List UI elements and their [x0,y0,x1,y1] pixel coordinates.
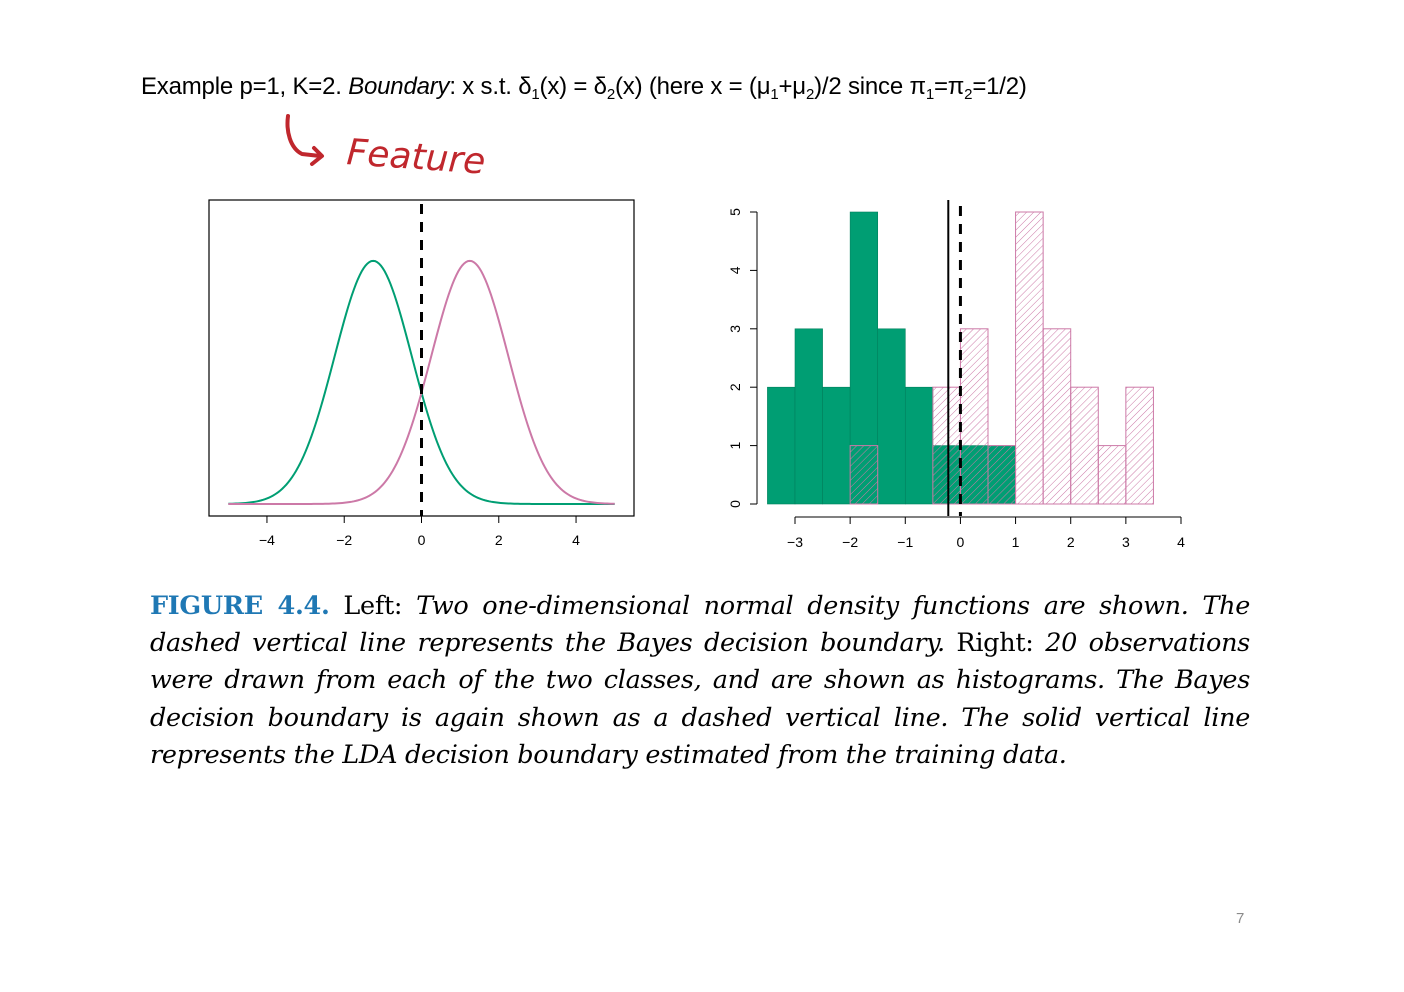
headline-part: )/2 since π [814,73,926,100]
pink-histogram-bar [849,445,879,505]
figure-label: FIGURE 4.4. [150,591,330,621]
caption-left-text: Two one-dimensional normal density funct… [150,591,1251,659]
x-tick-label: −1 [897,534,913,550]
pink-histogram-bar [1070,386,1099,505]
y-tick-label: 5 [727,208,743,216]
y-tick-label: 1 [727,441,743,449]
x-tick-label: 4 [572,532,580,548]
x-tick-label: −2 [336,532,352,548]
x-tick-label: 2 [495,532,503,548]
pink-histogram-bar [1097,445,1127,505]
handwritten-annotation: Feature [285,114,487,183]
left-density-chart: −4 −2 0 2 4 [208,199,635,548]
y-tick-label: 4 [727,266,743,274]
headline-part: : x s.t. δ [449,73,532,100]
caption-left-word: Left: [343,591,403,621]
pink-histogram-bar [1015,211,1044,505]
headline-part: =π [933,73,965,100]
green-histogram-bar [767,386,796,505]
right-histogram-chart: −3 −2 −1 0 1 2 3 4 0 1 2 3 4 5 [727,200,1185,550]
headline-part: +μ [778,73,806,100]
headline-sub: 2 [606,86,615,103]
headline-sub: 2 [964,86,973,103]
green-histogram-bar [822,386,851,505]
x-tick-label: −2 [842,534,858,550]
pink-histogram-bar [987,445,1017,505]
pink-histogram-bar [932,386,961,505]
headline-boundary-word: Boundary [348,73,450,100]
annotation-arrow [285,114,324,166]
pink-histogram-bar [1125,386,1154,505]
pink-histogram-bar [1042,328,1072,505]
y-tick-label: 3 [727,325,743,333]
headline-sub: 2 [805,86,815,103]
x-tick-label: 3 [1122,534,1130,550]
green-histogram-bar [877,328,906,505]
headline-prefix: Example p=1, K=2. [141,73,349,100]
headline-part: =1/2) [972,73,1027,100]
green-histogram-bar [794,328,823,505]
headline-part: (x) = δ [539,73,607,100]
headline-sub: 1 [531,86,540,103]
x-tick-label: 0 [418,532,426,548]
caption-right-word: Right: [956,628,1034,659]
x-tick-label: 0 [957,534,965,550]
headline-sub: 1 [770,86,779,103]
y-tick-label: 0 [727,500,743,508]
figure-caption: FIGURE 4.4. Left: Two one-dimensional no… [150,588,1250,774]
green-histogram-bar [904,386,934,505]
x-tick-label: 4 [1177,534,1185,550]
annotation-text: Feature [345,132,486,183]
page-number: 7 [1236,910,1245,927]
slide-headline: Example p=1, K=2. Boundary: x s.t. δ1(x)… [141,73,1027,103]
headline-sub: 1 [925,86,934,103]
pink-histogram-bar [959,328,989,505]
x-tick-label: 1 [1012,534,1020,550]
x-tick-label: 2 [1067,534,1075,550]
y-tick-label: 2 [727,383,743,391]
caption-right-text: 20 observations were drawn from each of … [150,628,1250,770]
x-tick-label: −3 [787,534,803,550]
x-tick-label: −4 [259,532,275,548]
headline-part: (x) (here x = (μ [615,73,771,100]
